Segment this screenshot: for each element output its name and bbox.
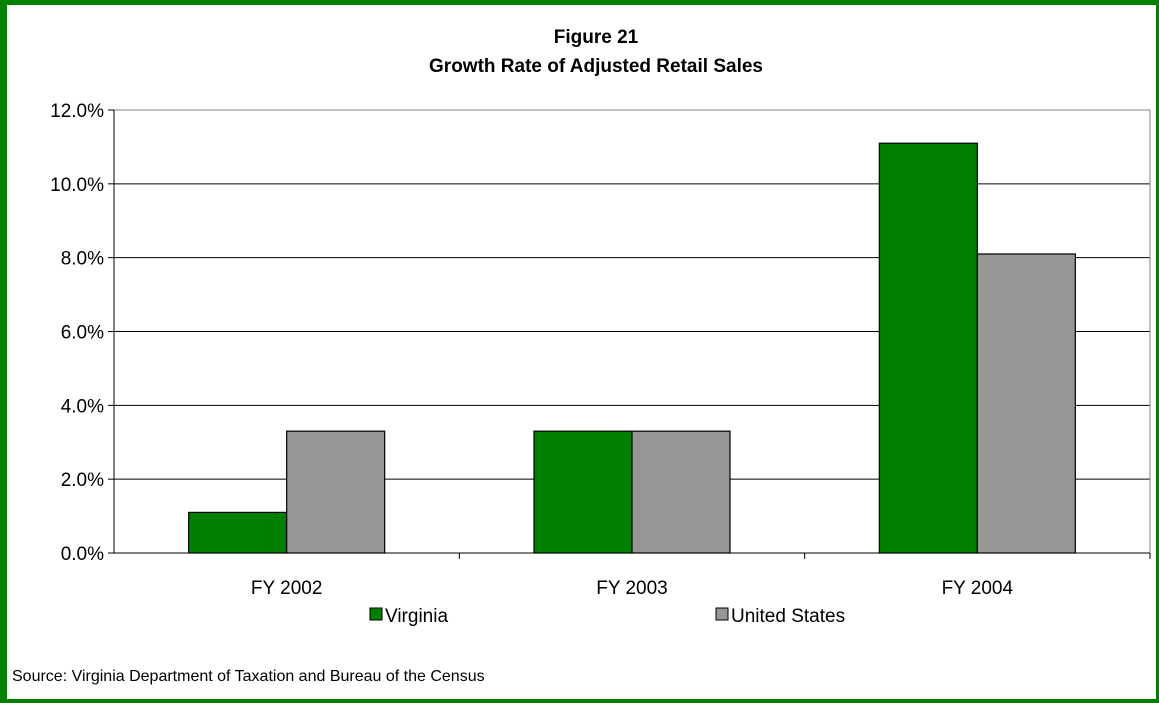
- bar-united-states-fy-2004: [976, 253, 1076, 554]
- legend-swatch-united-states: [715, 607, 729, 621]
- legend: Virginia United States: [369, 606, 845, 627]
- legend-swatch-virginia: [369, 607, 383, 621]
- x-tick-labels: FY 2002 FY 2003 FY 2004: [251, 578, 1014, 599]
- y-tick-label: 6.0%: [61, 323, 104, 344]
- bar-united-states-fy-2003: [631, 430, 731, 554]
- y-tick-label: 12.0%: [50, 101, 104, 122]
- source-note: Source: Virginia Department of Taxation …: [12, 668, 485, 685]
- axes: [108, 109, 1151, 559]
- bar-virginia-fy-2003: [533, 430, 633, 554]
- legend-label-united-states: United States: [731, 606, 845, 627]
- y-tick-label: 2.0%: [61, 470, 104, 491]
- bar-united-states-fy-2002: [286, 430, 386, 554]
- chart-title-line2: Growth Rate of Adjusted Retail Sales: [429, 56, 763, 77]
- y-tick-label: 10.0%: [50, 175, 104, 196]
- x-tick-label: FY 2002: [251, 578, 322, 599]
- bar-virginia-fy-2004: [878, 142, 978, 554]
- legend-label-virginia: Virginia: [385, 606, 448, 627]
- y-tick-label: 0.0%: [61, 544, 104, 565]
- x-tick-label: FY 2004: [942, 578, 1014, 599]
- bars: [188, 142, 1076, 554]
- y-tick-label: 4.0%: [61, 396, 104, 417]
- chart-title-line1: Figure 21: [554, 27, 639, 48]
- bar-virginia-fy-2002: [188, 511, 288, 554]
- y-tick-label: 8.0%: [61, 249, 104, 270]
- y-tick-labels: 0.0% 2.0% 4.0% 6.0% 8.0% 10.0% 12.0%: [50, 101, 104, 565]
- x-tick-label: FY 2003: [596, 578, 667, 599]
